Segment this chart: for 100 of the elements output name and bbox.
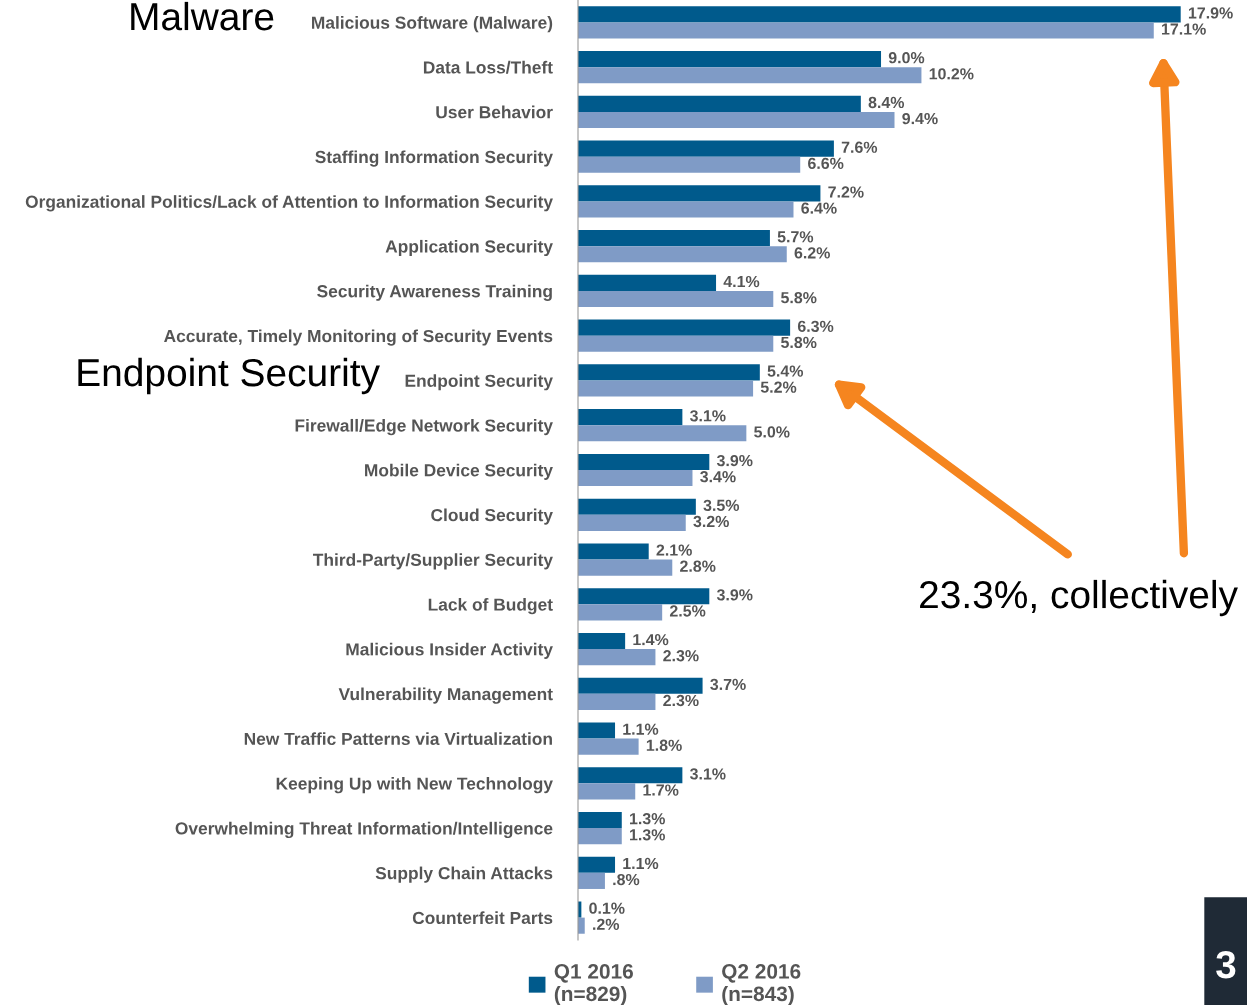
bar bbox=[578, 872, 605, 889]
y-tick-label: Counterfeit Parts bbox=[412, 911, 553, 925]
data-label: 7.2% bbox=[828, 186, 864, 198]
data-label: .8% bbox=[613, 873, 640, 886]
data-label: 1.3% bbox=[630, 829, 665, 841]
y-tick-label: Security Awareness Training bbox=[317, 284, 552, 301]
bar bbox=[578, 604, 663, 621]
data-label: 5.0% bbox=[754, 426, 790, 438]
legend-label: Q1 2016 (n=829) bbox=[554, 964, 633, 1005]
data-label: 3.1% bbox=[689, 768, 726, 780]
y-tick-label: Cloud Security bbox=[431, 508, 553, 525]
bar bbox=[578, 588, 710, 605]
data-label: 3.7% bbox=[710, 678, 746, 691]
bar bbox=[578, 364, 760, 381]
bar bbox=[578, 767, 683, 784]
y-tick-label: Overwhelming Threat Information/Intelligence bbox=[175, 821, 553, 839]
bar bbox=[578, 274, 717, 291]
bar bbox=[578, 498, 696, 515]
y-tick-label: New Traffic Patterns via Virtualization bbox=[244, 732, 552, 746]
data-label: 1.3% bbox=[630, 813, 665, 825]
data-label: 3.9% bbox=[716, 454, 753, 467]
y-tick-label: Endpoint Security bbox=[405, 374, 553, 391]
bar bbox=[578, 453, 710, 470]
y-tick-label: Application Security bbox=[385, 239, 553, 257]
bar bbox=[578, 811, 622, 829]
bar bbox=[578, 409, 683, 426]
bar bbox=[578, 559, 673, 576]
bar bbox=[578, 380, 754, 397]
y-tick-label: Third-Party/Supplier Security bbox=[312, 553, 553, 570]
data-label: 3.4% bbox=[700, 471, 736, 483]
bar bbox=[578, 111, 895, 129]
data-label: 3.5% bbox=[703, 499, 740, 512]
y-tick-label: Accurate, Timely Monitoring of Security Events bbox=[164, 329, 553, 346]
bar bbox=[578, 156, 801, 173]
data-label: 5.2% bbox=[760, 381, 797, 393]
data-label: 6.3% bbox=[797, 320, 834, 332]
y-tick-label: Vulnerability Management bbox=[338, 687, 553, 704]
bar bbox=[578, 95, 861, 112]
bar bbox=[578, 290, 774, 308]
y-tick-label: Malicious Insider Activity bbox=[346, 642, 553, 659]
data-label: 1.7% bbox=[643, 784, 679, 796]
text: 3 bbox=[1216, 950, 1236, 979]
data-label: 1.4% bbox=[633, 634, 669, 646]
data-label: 1.8% bbox=[646, 739, 682, 751]
data-label: 5.7% bbox=[777, 231, 814, 243]
y-tick-label: Malicious Software (Malware) bbox=[312, 16, 553, 33]
y-tick-label: Firewall/Edge Network Security bbox=[295, 418, 553, 436]
data-label: 3.2% bbox=[693, 515, 729, 528]
bar bbox=[578, 543, 649, 560]
bar bbox=[578, 51, 882, 68]
bar bbox=[578, 140, 834, 157]
bar bbox=[578, 693, 656, 710]
data-label: 5.8% bbox=[781, 291, 817, 304]
bar bbox=[578, 856, 616, 873]
y-tick-label: User Behavior bbox=[436, 105, 553, 119]
data-label: 1.1% bbox=[623, 857, 659, 870]
text: Malware bbox=[131, 1, 274, 31]
data-label: 8.4% bbox=[868, 96, 905, 109]
bar bbox=[578, 738, 639, 755]
y-tick-label: Organizational Politics/Lack of Attention to Information Security bbox=[25, 195, 553, 212]
data-label: .2% bbox=[593, 918, 620, 930]
data-label: 4.1% bbox=[723, 275, 760, 288]
bar bbox=[578, 649, 656, 666]
y-tick-label: Mobile Device Security bbox=[365, 463, 553, 480]
annotation: 23.3%, collectively bbox=[920, 579, 1238, 617]
y-tick-label: Data Loss/Theft bbox=[423, 60, 553, 74]
bar bbox=[578, 67, 922, 84]
bar bbox=[578, 335, 774, 352]
data-label: 9.4% bbox=[902, 112, 938, 125]
bar bbox=[578, 425, 747, 442]
bar bbox=[578, 783, 636, 800]
bar bbox=[578, 722, 616, 739]
bar bbox=[578, 319, 791, 336]
data-label: 1.1% bbox=[623, 723, 659, 735]
data-label: 2.5% bbox=[669, 605, 706, 617]
data-label: 6.4% bbox=[801, 202, 837, 214]
data-label: 5.8% bbox=[781, 336, 817, 349]
data-label: 7.6% bbox=[841, 141, 878, 153]
text: Endpoint Security bbox=[78, 357, 380, 395]
data-label: 9.0% bbox=[888, 52, 925, 64]
bar bbox=[578, 230, 770, 247]
data-label: 6.6% bbox=[808, 157, 844, 170]
bar bbox=[578, 22, 1154, 39]
y-tick-label: Staffing Information Security bbox=[315, 150, 553, 167]
data-label: 6.2% bbox=[794, 247, 830, 259]
data-label: 17.1% bbox=[1162, 23, 1206, 35]
y-tick-label: Lack of Budget bbox=[428, 598, 553, 615]
bar bbox=[578, 201, 794, 218]
data-label: 17.9% bbox=[1188, 7, 1233, 19]
data-label: 5.4% bbox=[767, 365, 804, 377]
y-tick-label: Keeping Up with New Technology bbox=[276, 777, 553, 794]
data-label: 2.3% bbox=[663, 650, 699, 662]
y-tick-label: Supply Chain Attacks bbox=[375, 866, 553, 883]
bar bbox=[578, 632, 626, 650]
data-label: 3.9% bbox=[716, 589, 753, 601]
bar bbox=[578, 677, 703, 694]
bar bbox=[578, 470, 693, 487]
bar bbox=[578, 514, 686, 531]
bar bbox=[578, 828, 622, 845]
bar bbox=[578, 185, 821, 202]
